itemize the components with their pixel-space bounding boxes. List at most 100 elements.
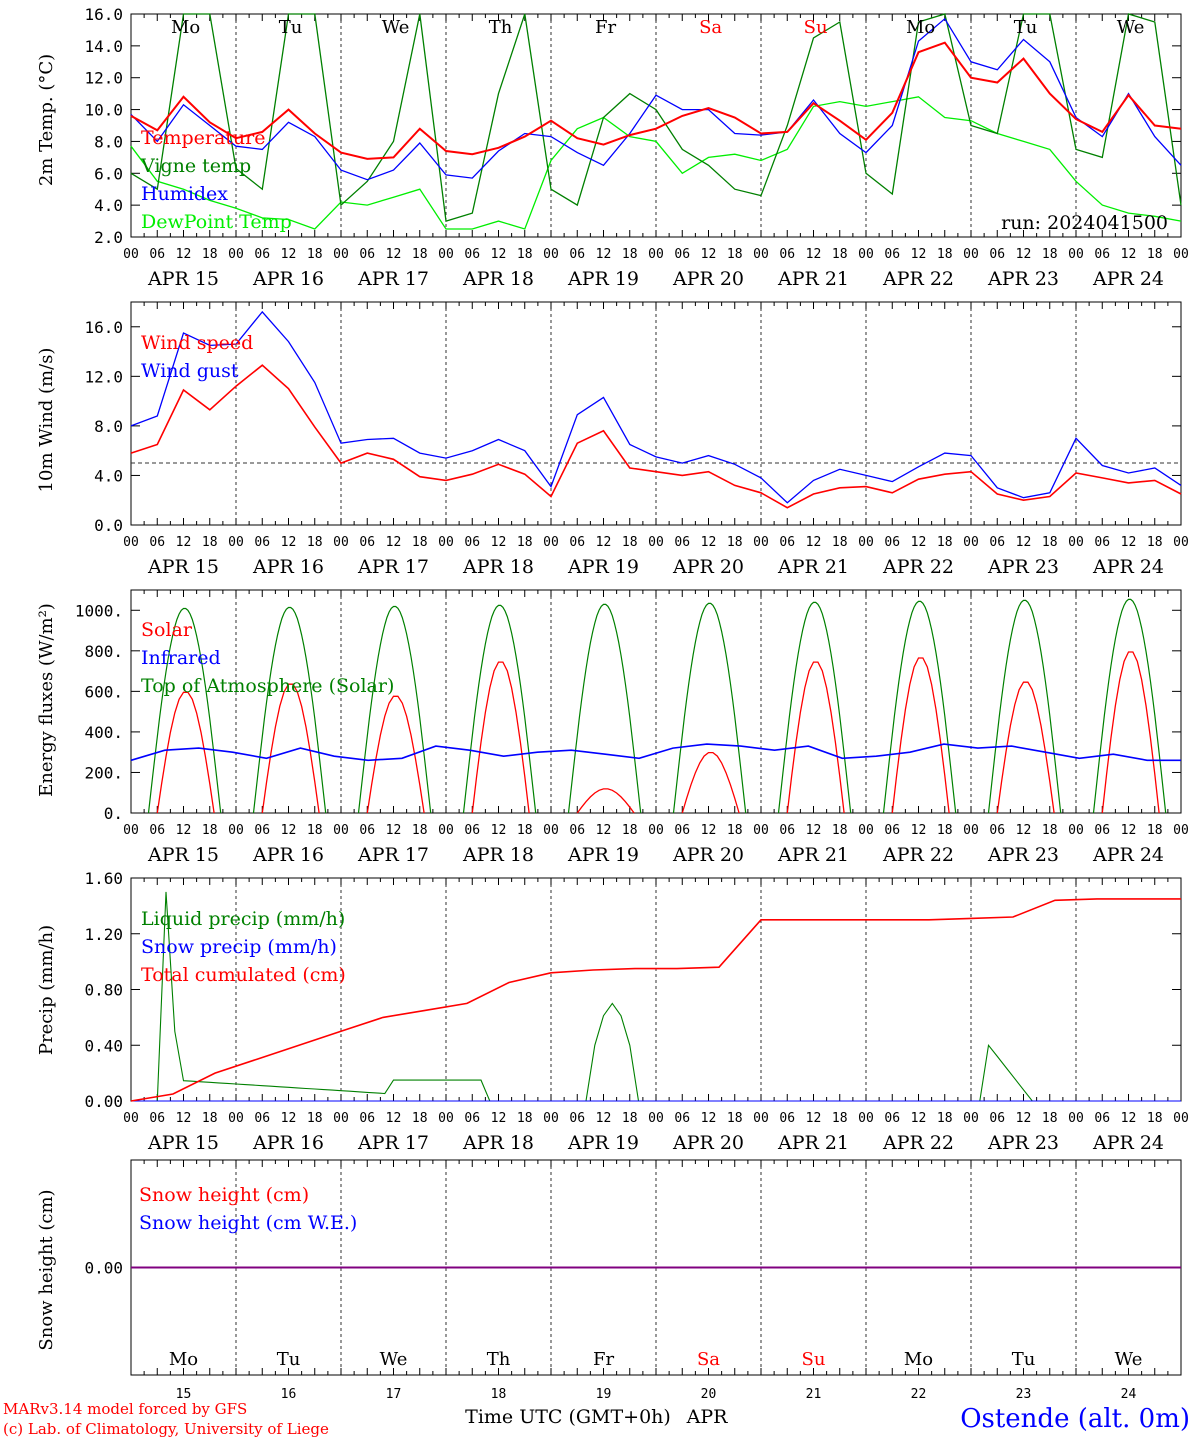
x-hour-label: 06 — [569, 823, 585, 838]
x-date-label: APR 20 — [672, 844, 744, 866]
x-hour-label: 00 — [858, 1111, 874, 1126]
x-hour-label: 06 — [149, 535, 165, 550]
legend-entry: DewPoint Temp — [141, 211, 292, 233]
x-date-label: APR 22 — [882, 844, 954, 866]
x-hour-label: 00 — [1173, 1111, 1189, 1126]
x-hour-label: 06 — [254, 823, 270, 838]
x-hour-label: 00 — [438, 247, 454, 262]
x-hour-label: 12 — [596, 535, 612, 550]
x-hour-label: 00 — [228, 247, 244, 262]
x-date-label: APR 24 — [1092, 844, 1164, 866]
run-annotation: run: 2024041500 — [1001, 212, 1168, 234]
weekday-label: We — [1115, 1349, 1143, 1370]
x-hour-label: 00 — [543, 535, 559, 550]
humidex-line — [130, 17, 1182, 181]
x-hour-label: 00 — [228, 1111, 244, 1126]
toa-solar-curve — [987, 599, 1062, 814]
panel-frame — [130, 589, 1182, 814]
y-tick-label: 14.0 — [84, 37, 123, 56]
x-hour-label: 18 — [937, 535, 953, 550]
weekday-label: Mo — [171, 17, 200, 38]
x-date-label: APR 21 — [777, 268, 849, 290]
x-date-label: APR 21 — [777, 844, 849, 866]
x-hour-label: 18 — [1042, 1111, 1058, 1126]
legend-entry: Temperature — [141, 127, 265, 149]
x-hour-label: 12 — [806, 1111, 822, 1126]
total-cumulated-line — [130, 898, 1181, 1102]
x-hour-label: 06 — [464, 823, 480, 838]
x-hour-label: 12 — [491, 1111, 507, 1126]
y-axis-label: 10m Wind (m/s) — [36, 348, 57, 493]
x-hour-label: 18 — [1147, 823, 1163, 838]
day-number-label: 21 — [806, 1387, 822, 1402]
x-hour-label: 06 — [464, 1111, 480, 1126]
y-tick-label: 0.00 — [84, 1092, 123, 1111]
x-hour-label: 00 — [123, 823, 139, 838]
x-hour-label: 12 — [596, 1111, 612, 1126]
day-number-label: 22 — [911, 1387, 927, 1402]
toa-solar-curve — [777, 601, 852, 814]
x-hour-label: 18 — [622, 823, 638, 838]
y-tick-label: 0.00 — [84, 1259, 123, 1278]
weekday-label: Tu — [1014, 17, 1038, 38]
legend-entry: Top of Atmosphere (Solar) — [141, 675, 394, 697]
wind-gust-line — [130, 310, 1182, 504]
weekday-label: Su — [804, 17, 828, 38]
x-date-label: APR 23 — [987, 844, 1059, 866]
x-hour-label: 06 — [779, 535, 795, 550]
x-hour-label: 06 — [149, 823, 165, 838]
panel-3: 0. 200. 400. 600. 800. 1000. Energy fluxes (W/… — [36, 589, 1189, 866]
x-hour-label: 06 — [464, 247, 480, 262]
infrared-line — [130, 743, 1181, 762]
weekday-label: Tu — [277, 1349, 301, 1370]
toa-solar-curve — [1092, 598, 1167, 814]
y-tick-label: 400. — [84, 723, 123, 742]
x-hour-label: 06 — [464, 535, 480, 550]
x-hour-label: 06 — [674, 823, 690, 838]
weekday-label: Th — [489, 17, 513, 38]
x-hour-label: 18 — [622, 247, 638, 262]
x-hour-label: 00 — [963, 1111, 979, 1126]
y-axis-label: Energy fluxes (W/m²) — [36, 603, 57, 797]
y-tick-label: 16.0 — [84, 318, 123, 337]
x-hour-label: 12 — [911, 535, 927, 550]
x-hour-label: 12 — [1121, 1111, 1137, 1126]
weekday-label: Th — [487, 1349, 511, 1370]
x-hour-label: 18 — [937, 247, 953, 262]
solar-curve — [1101, 651, 1160, 814]
x-date-label: APR 21 — [777, 556, 849, 578]
y-tick-label: 12.0 — [84, 367, 123, 386]
toa-solar-curve — [147, 607, 222, 814]
x-hour-label: 06 — [359, 247, 375, 262]
x-hour-label: 12 — [176, 247, 192, 262]
x-hour-label: 06 — [569, 535, 585, 550]
legend-entry: Infrared — [141, 647, 221, 669]
day-number-label: 24 — [1121, 1387, 1137, 1402]
x-hour-label: 12 — [491, 247, 507, 262]
x-hour-label: 12 — [281, 1111, 297, 1126]
legend-entry: Snow height (cm W.E.) — [139, 1212, 357, 1234]
x-hour-label: 12 — [806, 535, 822, 550]
x-date-label: APR 22 — [882, 556, 954, 578]
x-hour-label: 00 — [753, 535, 769, 550]
toa-solar-curve — [462, 604, 537, 814]
x-hour-label: 12 — [281, 823, 297, 838]
x-hour-label: 06 — [989, 823, 1005, 838]
x-hour-label: 18 — [517, 823, 533, 838]
x-hour-label: 12 — [1121, 823, 1137, 838]
x-hour-label: 06 — [884, 247, 900, 262]
toa-solar-curve — [672, 602, 747, 814]
x-date-label: APR 21 — [777, 1132, 849, 1154]
x-date-label: APR 15 — [147, 844, 219, 866]
x-hour-label: 12 — [1016, 1111, 1032, 1126]
x-hour-label: 12 — [1121, 247, 1137, 262]
day-number-label: 20 — [701, 1387, 717, 1402]
x-date-label: APR 19 — [567, 268, 639, 290]
day-number-label: 16 — [281, 1387, 297, 1402]
x-date-label: APR 18 — [462, 268, 534, 290]
x-hour-label: 18 — [1147, 535, 1163, 550]
solar-curve — [996, 681, 1055, 814]
legend-entry: Wind gust — [141, 360, 239, 382]
panel-2: 0.0 4.0 8.0 12.0 16.0 10m Wind (m/s) 00 06 12 18 A… — [36, 301, 1189, 578]
x-hour-label: 00 — [858, 535, 874, 550]
